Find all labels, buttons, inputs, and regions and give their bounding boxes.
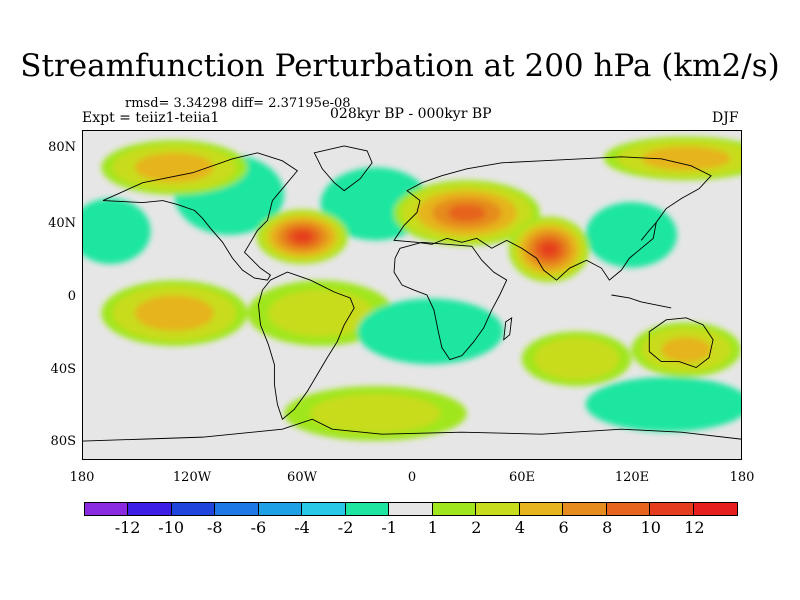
- contour-cell-0-3: [83, 198, 151, 265]
- lat-label-80n: 80N: [48, 140, 76, 155]
- colorbar-swatch: [693, 503, 738, 515]
- contour-cell-9-1: [268, 289, 373, 337]
- colorbar-swatch: [519, 503, 564, 515]
- contour-cell-10-1: [357, 298, 504, 365]
- colorbar-swatch: [345, 503, 390, 515]
- coast-africa: [393, 241, 508, 361]
- period-label: 028kyr BP - 000kyr BP: [330, 106, 492, 122]
- map-title: Streamfunction Perturbation at 200 hPa (…: [20, 48, 780, 84]
- contour-cell-11-1: [533, 337, 620, 381]
- season-label: DJF: [712, 110, 739, 126]
- stats-text: rmsd= 3.34298 diff= 2.37195e-08: [125, 96, 351, 111]
- colorbar-label: 12: [684, 518, 705, 537]
- lon-label-60w: 60W: [287, 470, 317, 485]
- coastlines: [83, 145, 741, 442]
- colorbar-swatch: [563, 503, 607, 515]
- colorbar-label: 10: [640, 518, 661, 537]
- colorbar-swatch: [215, 503, 259, 515]
- contour-cell-6-5: [540, 242, 558, 257]
- contour-cell-5-4: [447, 204, 487, 222]
- colorbar-label: -12: [114, 518, 141, 537]
- contour-cell-3-5: [585, 202, 678, 268]
- colorbar-label: 8: [602, 518, 613, 537]
- lat-label-40n: 40N: [48, 216, 76, 231]
- colorbar-label: -2: [337, 518, 354, 537]
- colorbar: [84, 502, 738, 516]
- lon-label-120w: 120W: [172, 470, 212, 485]
- colorbar-swatch: [606, 503, 651, 515]
- contour-cell-12-2: [661, 337, 712, 363]
- colorbar-label: 6: [558, 518, 569, 537]
- colorbar-swatch: [650, 503, 694, 515]
- colorbar-swatch: [389, 503, 433, 515]
- colorbar-swatch: [85, 503, 129, 515]
- colorbar-label: 2: [471, 518, 482, 537]
- coast-indonesia: [611, 294, 672, 309]
- colorbar-label: -1: [381, 518, 397, 537]
- coast-north-america: [102, 152, 299, 281]
- lon-label-180w: 180: [69, 470, 95, 485]
- coast-japan: [640, 222, 657, 241]
- coast-south-america: [258, 271, 355, 421]
- coast-australia: [648, 317, 714, 369]
- contour-cell-15-1: [310, 393, 441, 433]
- colorbar-swatch: [128, 503, 172, 515]
- colorbar-swatch: [432, 503, 477, 515]
- map-plot-area: [82, 130, 742, 460]
- colorbar-swatch: [258, 503, 303, 515]
- colorbar-label: -6: [250, 518, 267, 537]
- coast-greenland: [313, 145, 373, 192]
- lon-label-180e: 180: [729, 470, 755, 485]
- contour-cell-14-2: [585, 377, 741, 432]
- colorbar-swatch: [476, 503, 520, 515]
- colorbar-label: 4: [514, 518, 526, 537]
- lon-label-120e: 120E: [614, 470, 650, 485]
- coast-eurasia: [393, 156, 712, 281]
- colorbar-label: -10: [158, 518, 185, 537]
- colorbar-label: -4: [294, 518, 310, 537]
- colorbar-swatch: [302, 503, 346, 515]
- lat-label-equator: 0: [67, 289, 76, 304]
- colorbar-label: 1: [427, 518, 438, 537]
- lat-label-80s: 80S: [50, 434, 76, 449]
- lat-label-40s: 40S: [50, 362, 76, 377]
- experiment-label: Expt = teiiz1-teiia1: [82, 110, 220, 126]
- contour-field: [83, 136, 741, 441]
- lon-label-0: 0: [407, 470, 417, 485]
- contour-cell-13-2: [641, 146, 731, 171]
- colorbar-swatch: [171, 503, 216, 515]
- map-canvas: [83, 136, 741, 442]
- coast-antarctica: [83, 418, 741, 442]
- coast-madagascar: [503, 316, 513, 341]
- contour-cell-7-2: [135, 152, 214, 183]
- lon-label-60e: 60E: [508, 470, 536, 485]
- contour-cell-8-2: [135, 295, 214, 331]
- contour-cell-4-5: [292, 230, 313, 243]
- colorbar-label: -8: [207, 518, 223, 537]
